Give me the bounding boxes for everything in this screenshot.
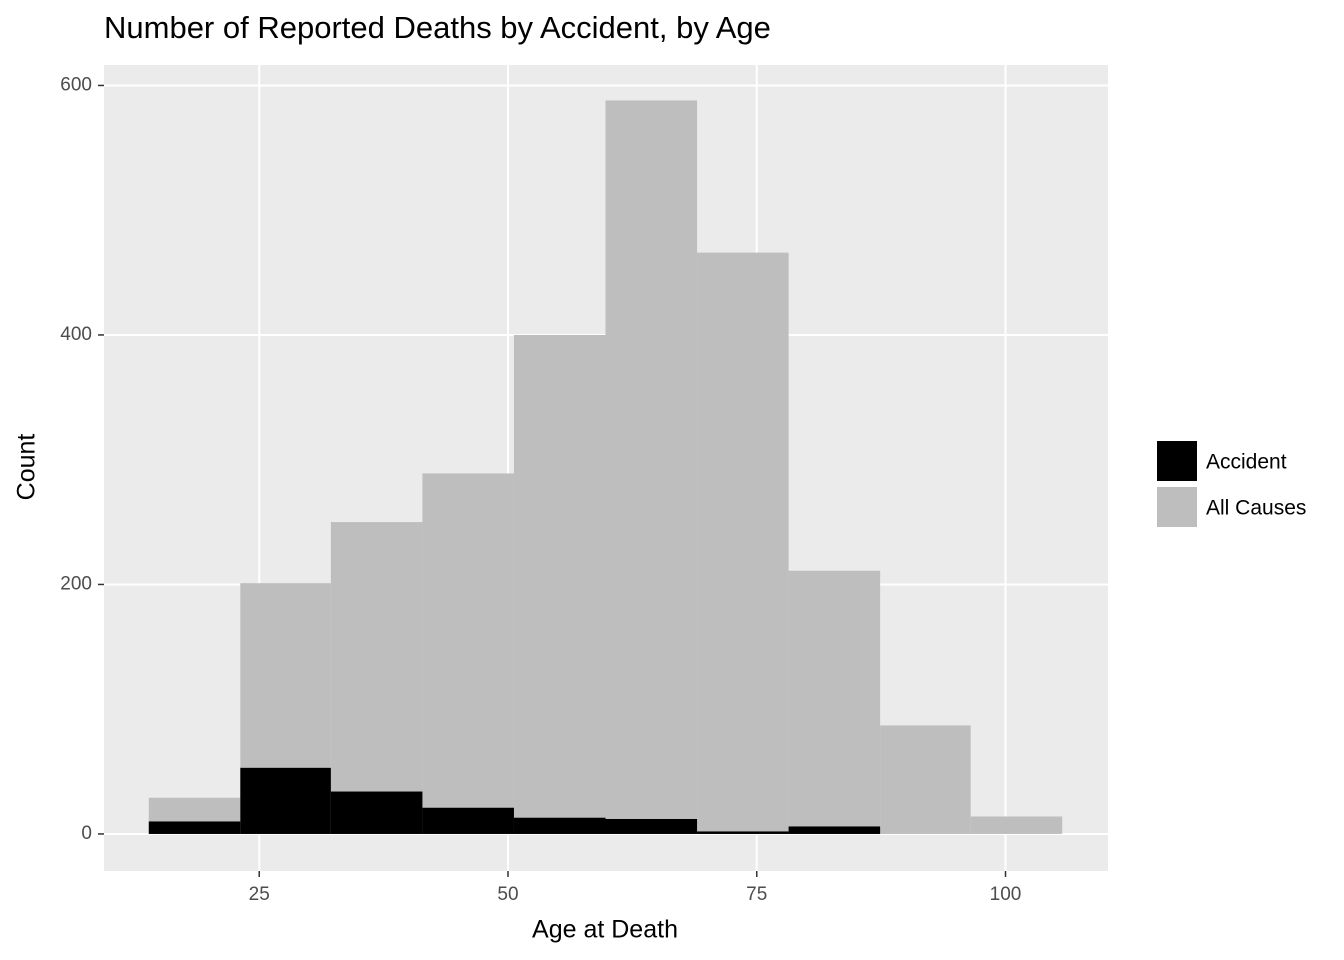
- legend-key: [1157, 487, 1197, 527]
- histogram-bar: [148, 821, 241, 834]
- legend-label: Accident: [1206, 451, 1287, 474]
- histogram-bar: [697, 252, 789, 834]
- x-tick-label: 25: [249, 884, 270, 905]
- histogram-bar: [240, 767, 331, 834]
- histogram-bar: [605, 100, 698, 834]
- histogram-bar: [697, 831, 789, 834]
- histogram-bar: [788, 570, 881, 834]
- x-tick-label: 75: [746, 884, 767, 905]
- histogram-bar: [422, 473, 514, 834]
- histogram-bar: [422, 807, 514, 834]
- legend-label: All Causes: [1206, 497, 1306, 520]
- histogram-bar: [788, 826, 881, 834]
- histogram-bar: [513, 817, 606, 834]
- histogram-bar: [605, 818, 698, 834]
- y-axis-title: Count: [13, 434, 41, 501]
- y-tick-label: 600: [60, 74, 92, 95]
- histogram-bar: [970, 816, 1063, 834]
- histogram-bar: [880, 725, 971, 834]
- y-tick-label: 0: [81, 823, 92, 844]
- histogram-bar: [330, 522, 423, 834]
- chart-title: Number of Reported Deaths by Accident, b…: [104, 10, 771, 45]
- x-tick-label: 50: [497, 884, 518, 905]
- y-tick-label: 200: [60, 573, 92, 594]
- y-tick-label: 400: [60, 324, 92, 345]
- x-tick-label: 100: [990, 884, 1022, 905]
- histogram-bar: [330, 791, 423, 834]
- histogram-bar: [513, 334, 606, 834]
- x-axis-title: Age at Death: [532, 916, 678, 944]
- legend-key: [1157, 441, 1197, 481]
